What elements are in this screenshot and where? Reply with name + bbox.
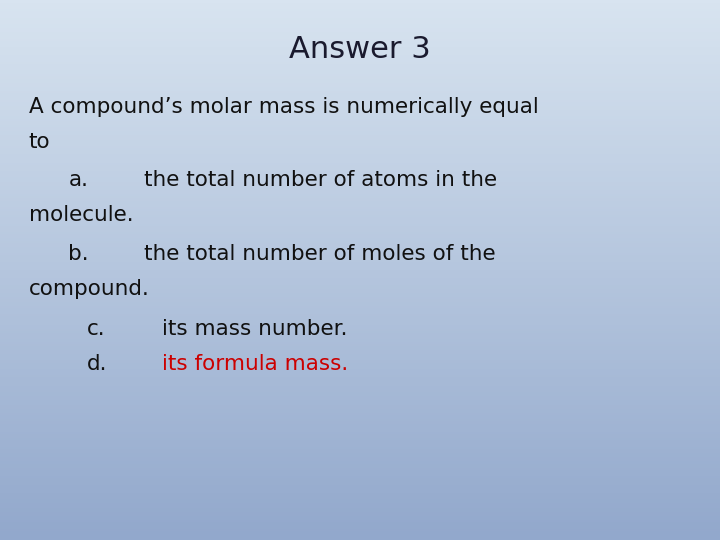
Text: Answer 3: Answer 3 (289, 35, 431, 64)
Text: d.: d. (86, 354, 107, 374)
Text: a.: a. (68, 170, 89, 190)
Text: the total number of atoms in the: the total number of atoms in the (144, 170, 497, 190)
Text: to: to (29, 132, 50, 152)
Text: compound.: compound. (29, 279, 150, 299)
Text: its mass number.: its mass number. (162, 319, 348, 339)
Text: its formula mass.: its formula mass. (162, 354, 348, 374)
Text: the total number of moles of the: the total number of moles of the (144, 244, 495, 264)
Text: molecule.: molecule. (29, 205, 133, 225)
Text: A compound’s molar mass is numerically equal: A compound’s molar mass is numerically e… (29, 97, 539, 117)
Text: b.: b. (68, 244, 89, 264)
Text: c.: c. (86, 319, 105, 339)
